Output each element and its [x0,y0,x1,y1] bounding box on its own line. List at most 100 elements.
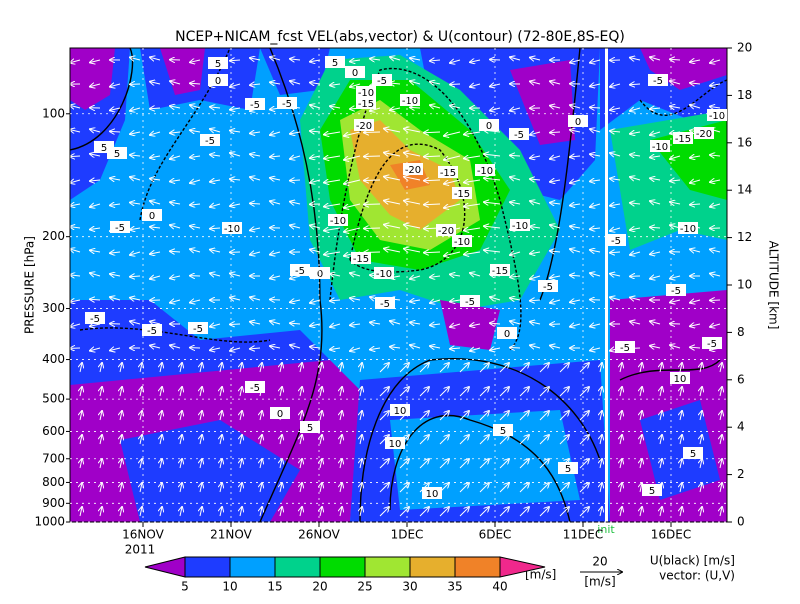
colorbar-label: 40 [492,580,507,594]
vector-arrow [364,156,380,157]
contour-label: 5 [690,449,696,460]
y-tick-label: 900 [42,496,65,510]
vector-arrow [630,84,640,85]
y2-tick-label: 16 [737,135,752,149]
contour-label: -5 [671,286,681,297]
y2-tick-label: 6 [737,372,745,386]
y-tick-label: 300 [42,301,65,315]
colorbar-segment [455,557,500,577]
colorbar-label: 10 [222,580,237,594]
vector-arrow [290,180,300,181]
vector-arrow [424,156,440,157]
contour-label: -10 [454,237,470,248]
y2-tick-label: 4 [737,420,745,434]
y-tick-label: 1000 [34,515,65,529]
x-tick-label: 11DEC [563,528,603,542]
vector-arrow [510,155,520,156]
contour-label: -10 [224,224,240,235]
contour-label: -10 [652,142,668,153]
vector-arrow [364,204,380,205]
y2-tick-label: 20 [737,41,752,55]
vector-arrow [590,107,600,108]
contour-label: -5 [543,282,553,293]
colorbar-label: 20 [312,580,327,594]
colorbar-label: 5 [181,580,189,594]
vector-arrow [424,204,440,205]
contour-label: -10 [477,166,493,177]
x-tick-label: 26NOV [298,528,340,542]
contour-label: 5 [101,143,107,154]
vector-arrow [424,180,440,181]
colorbar-label: 25 [357,580,372,594]
contour-label: -15 [353,254,369,265]
colorbar-segment [185,557,230,577]
contour-label: -10 [376,269,392,280]
contour-label: -5 [514,130,524,141]
contour-label: -5 [250,100,260,111]
vector-arrow [364,132,380,133]
colorbar-segment [230,557,275,577]
vector-arrow [424,252,440,253]
contour-label: -15 [492,266,508,277]
contour-label: 0 [486,121,492,132]
y2-tick-label: 8 [737,325,745,339]
contour-label: 10 [389,439,402,450]
x-tick-label: 1DEC [391,528,424,542]
contour-label: 5 [215,59,221,70]
contour-label: -10 [402,96,418,107]
contour-label: -10 [512,221,528,232]
vector-ref-value: 20 [592,555,607,569]
contour-label: -5 [465,297,475,308]
y2-tick-label: 0 [737,515,745,529]
vector-arrow [250,203,260,204]
legend-note: U(black) [m/s] [650,554,735,568]
chart-title: NCEP+NICAM_fcst VEL(abs,vector) & U(cont… [175,29,625,45]
vector-arrow [410,107,420,108]
contour-label: 5 [307,423,313,434]
contour-label: -5 [282,99,292,110]
contour-label: -5 [611,236,621,247]
y-axis-label: PRESSURE [hPa] [23,236,37,334]
vector-arrow [690,204,700,205]
year-label: 2011 [125,543,156,557]
contour-label: -5 [295,266,305,277]
contour-label: 10 [674,374,687,385]
vector-arrow [450,84,460,85]
colorbar-segment [275,557,320,577]
x-tick-label: 6DEC [479,528,512,542]
vector-arrow [424,132,440,133]
contour-label: -5 [193,324,203,335]
vector-arrow [150,108,160,109]
contour-label: 5 [114,149,120,160]
contour-label: 0 [504,329,510,340]
y2-tick-label: 14 [737,183,752,197]
colorbar-label: 30 [402,580,417,594]
colorbar-segment [365,557,410,577]
contour-label: 0 [149,211,155,222]
contour-label: -20 [696,129,712,140]
y-tick-label: 100 [42,106,65,120]
contour-label: -10 [330,216,346,227]
y2-tick-label: 18 [737,88,752,102]
contour-label: -10 [680,224,696,235]
contour-label: 10 [394,406,407,417]
contour-label: -15 [454,189,470,200]
contour-label: -5 [377,76,387,87]
contour-label: 0 [317,269,323,280]
contour-label: -5 [115,223,125,234]
contour-label: -15 [440,168,456,179]
contour-label: 10 [426,489,439,500]
vector-ref-unit: [m/s] [584,575,615,589]
vector-arrow [110,131,120,132]
y-tick-label: 700 [42,451,65,465]
contour-label: 0 [277,409,283,420]
contour-label: -10 [709,111,725,122]
contour-label: -5 [620,343,630,354]
contour-label: 5 [649,486,655,497]
y-tick-label: 500 [42,392,65,406]
contour-label: -5 [90,314,100,325]
contour-label: -5 [707,339,717,350]
contour-label: 0 [575,117,581,128]
vector-arrow [490,59,500,60]
